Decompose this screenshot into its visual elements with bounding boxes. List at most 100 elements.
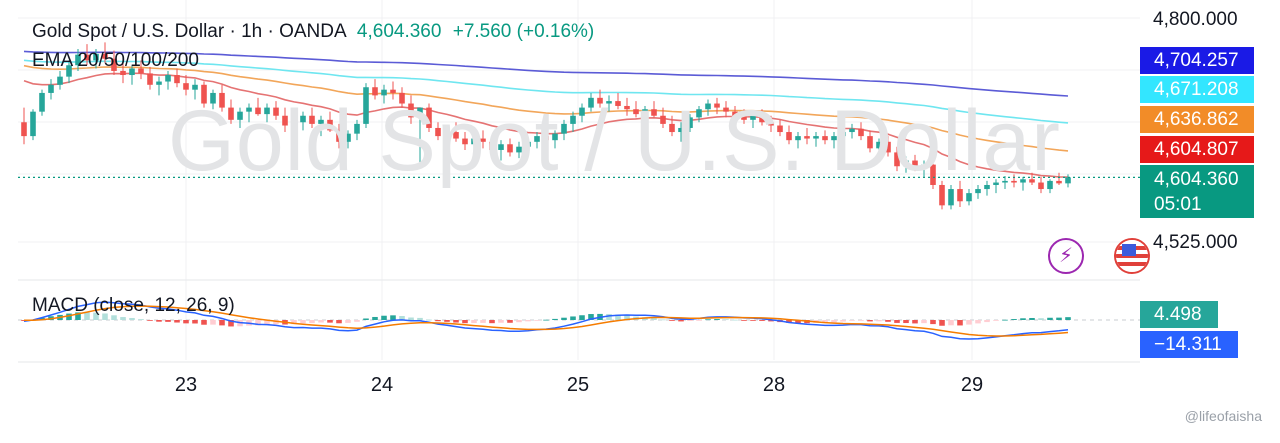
candle-body xyxy=(201,84,207,104)
macd-histogram-bar xyxy=(561,317,567,320)
macd-histogram-bar xyxy=(741,320,747,321)
macd-histogram-bar xyxy=(381,315,387,320)
candle xyxy=(453,122,459,142)
candle-body xyxy=(165,75,171,82)
candle xyxy=(840,127,846,142)
candle-body xyxy=(759,115,765,123)
macd-histogram-bar xyxy=(957,320,963,326)
candle xyxy=(552,130,558,149)
candle-body xyxy=(651,109,657,116)
candle xyxy=(75,48,81,71)
flag-globe-icon[interactable] xyxy=(1114,238,1150,274)
candle xyxy=(399,87,405,108)
candle xyxy=(390,81,396,100)
macd-histogram-bar xyxy=(300,320,306,324)
candle-body xyxy=(921,164,927,169)
macd-histogram-bar xyxy=(768,320,774,322)
macd-histogram-bar xyxy=(201,320,207,325)
candles xyxy=(21,42,1071,210)
candle xyxy=(696,105,702,123)
candle-body xyxy=(93,53,99,61)
macd-indicator-label[interactable]: MACD (close, 12, 26, 9) xyxy=(32,295,235,316)
candle xyxy=(561,119,567,141)
candle xyxy=(714,97,720,115)
candle xyxy=(264,103,270,123)
candle xyxy=(642,105,648,123)
symbol-label[interactable]: Gold Spot / U.S. Dollar · 1h · OANDA xyxy=(32,21,346,42)
macd-histogram-bar xyxy=(966,320,972,325)
candle-body xyxy=(948,189,954,206)
candle xyxy=(525,138,531,155)
candle xyxy=(246,103,252,123)
lightning-icon[interactable]: ⚡ xyxy=(1048,238,1084,274)
candle-body xyxy=(417,107,423,118)
candle xyxy=(1047,179,1053,194)
macd-histogram-bar xyxy=(516,320,522,323)
candle-body xyxy=(390,89,396,93)
ema-20-tag: 4,604.807 xyxy=(1140,136,1254,163)
macd-histogram-bar xyxy=(165,320,171,322)
macd-histogram-bar xyxy=(975,320,981,324)
candle xyxy=(183,75,189,96)
candle-body xyxy=(318,119,324,124)
candle-body xyxy=(309,115,315,124)
candle-body xyxy=(840,132,846,137)
candle-body xyxy=(219,92,225,108)
candle-body xyxy=(561,123,567,134)
candle xyxy=(669,115,675,137)
candle xyxy=(984,180,990,196)
candle-body xyxy=(57,76,63,85)
macd-histogram-bar xyxy=(723,319,729,321)
candle xyxy=(705,99,711,116)
candle-body xyxy=(750,115,756,120)
macd-histogram-bar xyxy=(840,320,846,322)
macd-histogram-bar xyxy=(660,319,666,321)
macd-histogram-bar xyxy=(84,312,90,320)
macd-histogram-bar xyxy=(453,320,459,323)
time-axis-label: 23 xyxy=(174,374,198,396)
candle-body xyxy=(696,109,702,118)
grid-lines xyxy=(18,0,1140,363)
candle xyxy=(894,146,900,172)
macd-histogram-bar xyxy=(156,320,162,322)
candle xyxy=(570,111,576,133)
candle-body xyxy=(237,111,243,120)
candle-body xyxy=(930,164,936,185)
candle xyxy=(759,109,765,126)
candle-body xyxy=(66,65,72,77)
ema-line-200 xyxy=(23,50,1069,97)
candle-body xyxy=(381,89,387,96)
candle xyxy=(21,107,27,145)
macd-histogram-bar xyxy=(570,316,576,320)
candle-body xyxy=(435,127,441,137)
macd-histogram-bar xyxy=(462,320,468,324)
candle xyxy=(156,76,162,96)
candle xyxy=(687,114,693,133)
candle-body xyxy=(291,122,297,126)
candle xyxy=(165,70,171,90)
macd-histogram-bar xyxy=(336,320,342,324)
macd-histogram-bar xyxy=(111,315,117,320)
macd-histogram-bar xyxy=(984,320,990,323)
candle-body xyxy=(489,141,495,150)
candle xyxy=(300,111,306,131)
candle xyxy=(651,101,657,118)
macd-histogram-bar xyxy=(885,320,891,322)
macd-histogram-bar xyxy=(1029,317,1035,320)
watermark-credit: @lifeofaisha xyxy=(1184,408,1262,424)
candle xyxy=(786,125,792,145)
ema-indicator-label[interactable]: EMA 20/50/100/200 xyxy=(32,50,199,71)
candle xyxy=(822,130,828,145)
candle xyxy=(480,130,486,149)
candle-body xyxy=(372,87,378,96)
candle xyxy=(345,130,351,149)
candle-body xyxy=(669,123,675,133)
candle xyxy=(354,119,360,141)
macd-histogram-bar xyxy=(858,320,864,321)
candle-body xyxy=(885,141,891,153)
macd-histogram-bar xyxy=(291,320,297,325)
candle-body xyxy=(1047,180,1053,190)
candle-body xyxy=(606,101,612,104)
candle-body xyxy=(192,84,198,90)
